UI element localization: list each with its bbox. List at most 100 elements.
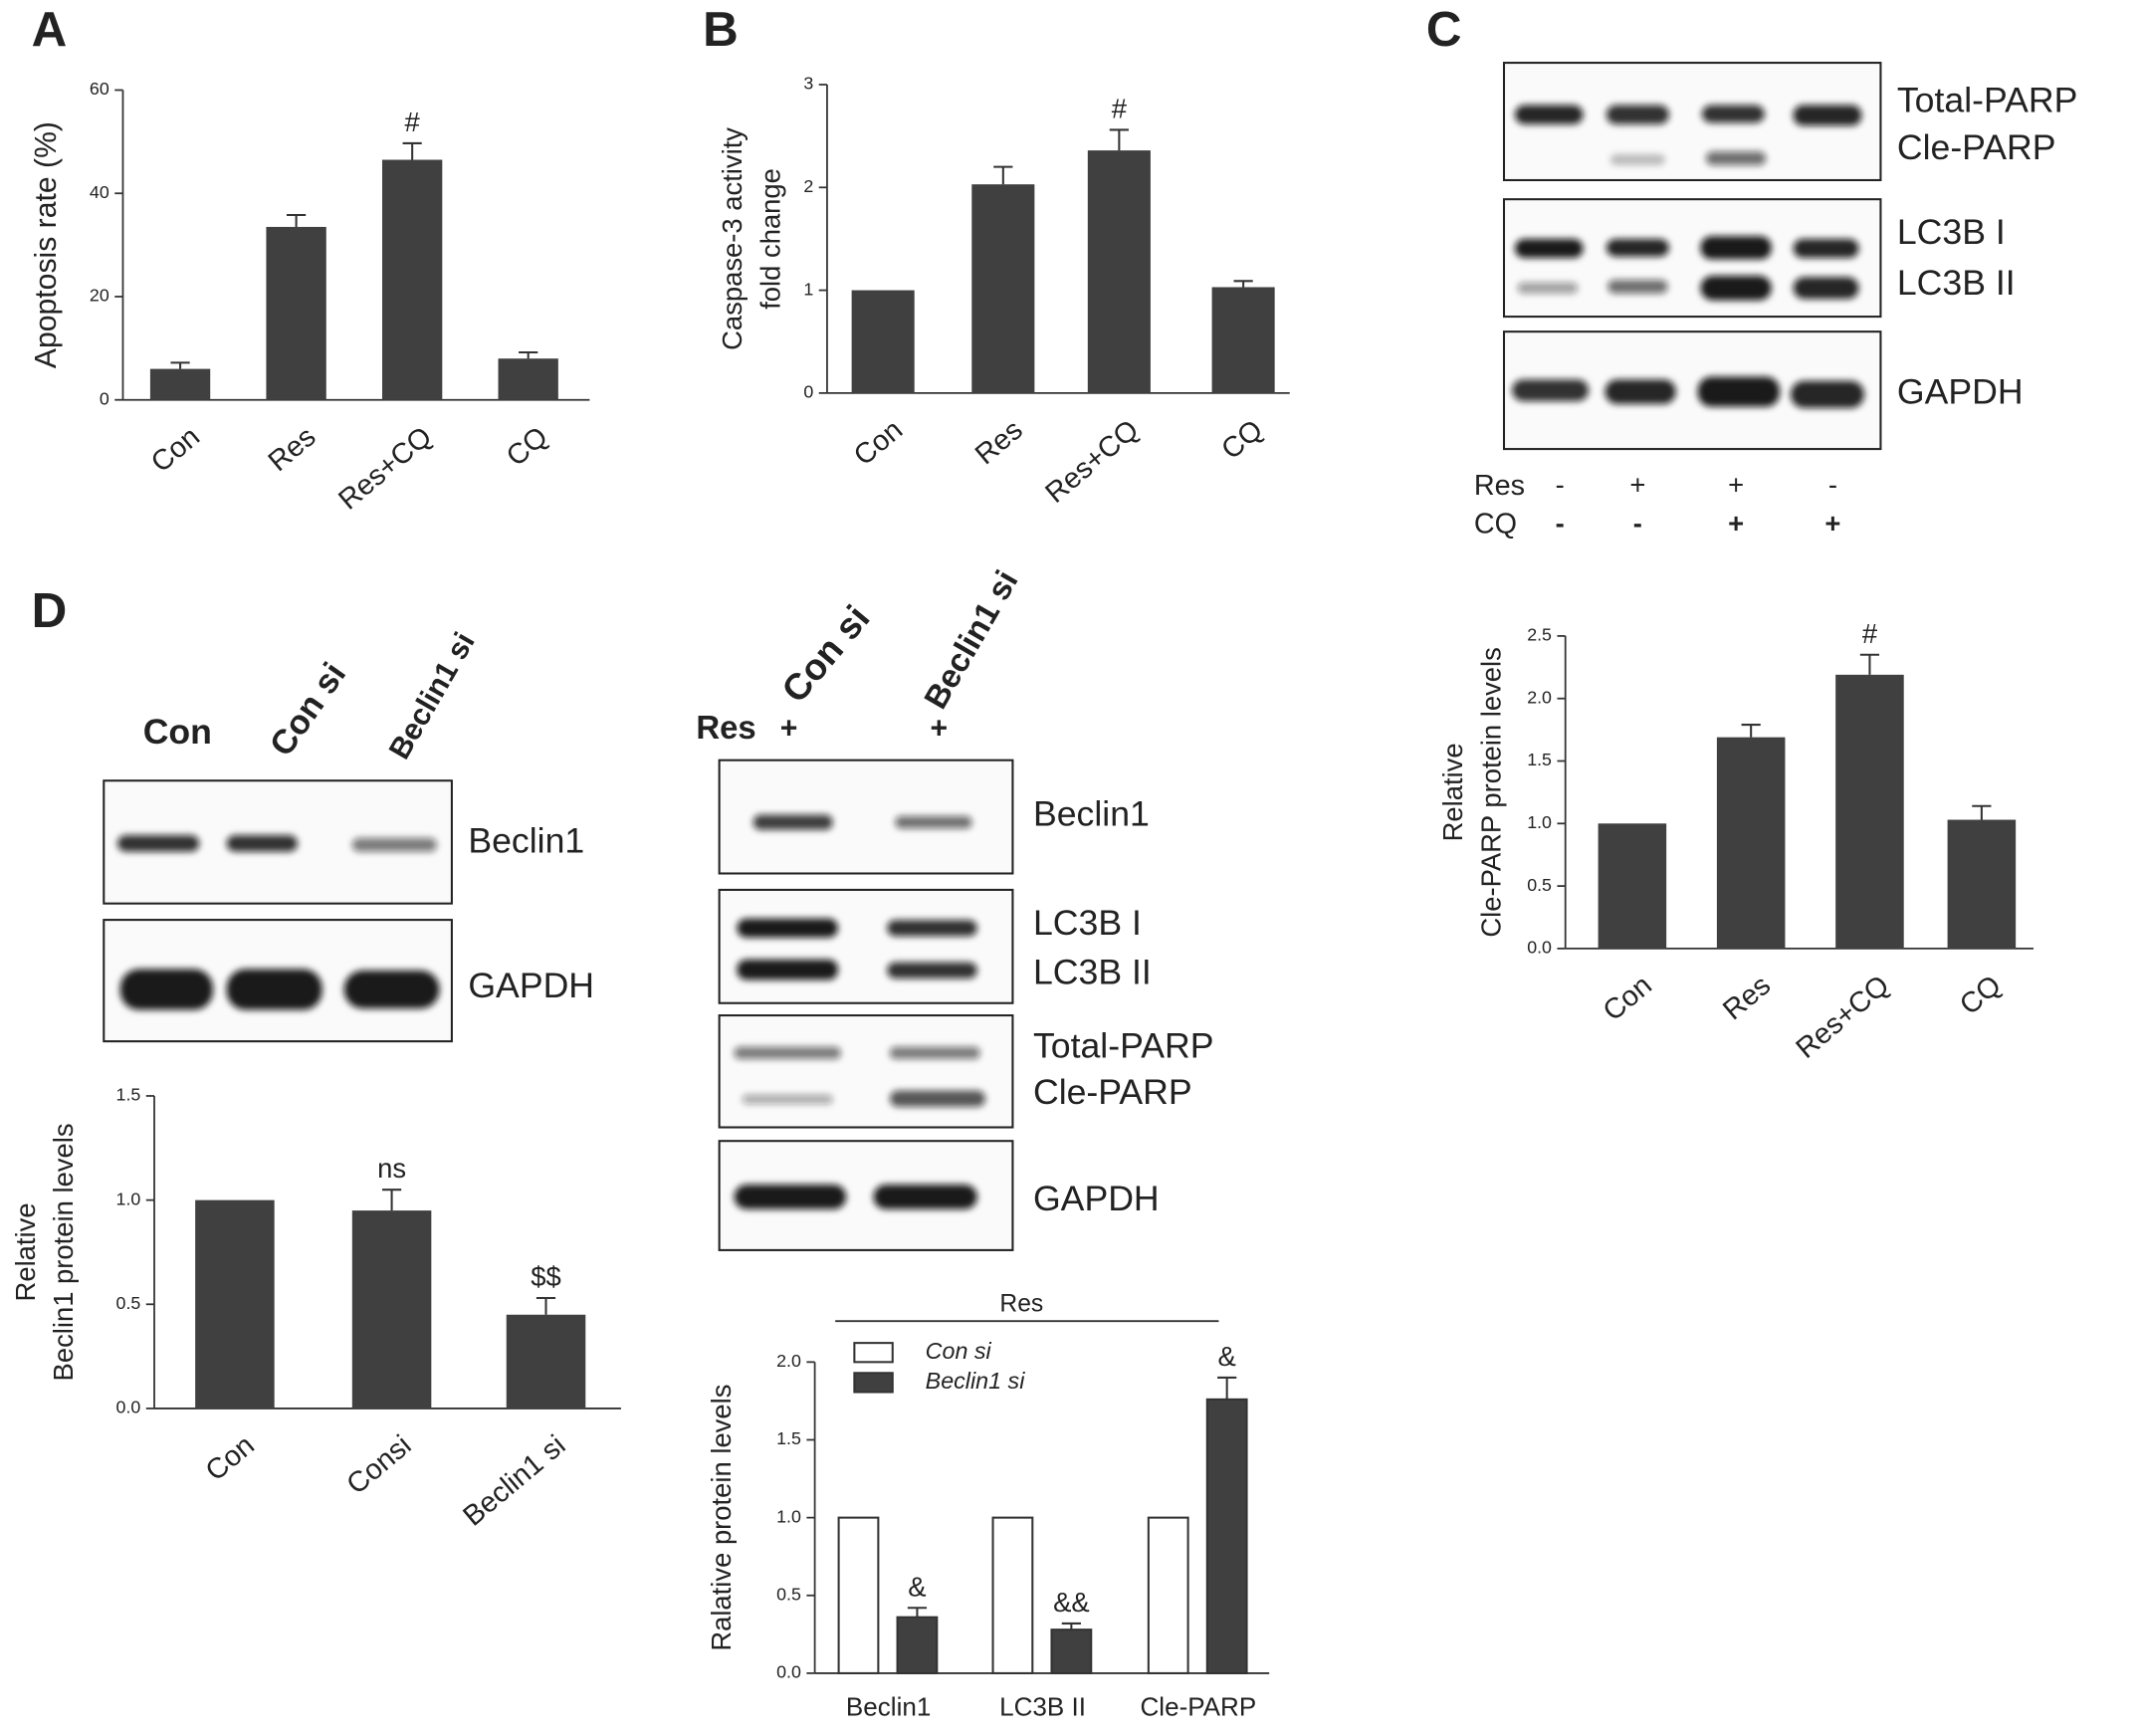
x-tick-label: Res+CQ — [1791, 970, 1896, 1065]
lane-label: Beclin1 si — [383, 627, 482, 764]
legend-label: Beclin1 si — [926, 1368, 1026, 1394]
y-tick-label: 1.0 — [1527, 812, 1552, 832]
treatment-mark: - — [1556, 470, 1565, 501]
band-label: Total-PARP — [1897, 80, 2077, 119]
x-tick-label: Con — [848, 414, 909, 472]
y-axis-label: Beclin1 protein levels — [48, 1123, 79, 1381]
annotation: # — [1112, 94, 1128, 124]
panel-label: C — [1426, 2, 1462, 57]
x-tick-label: Res+CQ — [332, 421, 438, 517]
y-tick-label: 0.0 — [776, 1662, 801, 1682]
treatment-mark: + — [1728, 470, 1744, 501]
y-axis-label: Cle-PARP protein levels — [1475, 647, 1506, 937]
y-tick-label: 1.5 — [116, 1085, 141, 1105]
bar — [1087, 150, 1151, 393]
band-label: LC3B I — [1897, 212, 2006, 252]
annotation: & — [908, 1571, 926, 1602]
y-tick-label: 0 — [100, 388, 109, 408]
annotation: # — [405, 107, 421, 137]
bar — [851, 290, 915, 393]
bar — [1716, 737, 1786, 949]
y-tick-label: 2.5 — [1527, 625, 1552, 645]
x-tick-label: Res+CQ — [1039, 414, 1145, 510]
bar — [1835, 674, 1904, 949]
bar — [1598, 823, 1667, 949]
band-label: LC3B II — [1897, 263, 2016, 303]
panel-label: A — [32, 2, 68, 57]
bar — [266, 226, 326, 400]
legend-swatch — [853, 1372, 894, 1394]
lane-label: Con — [143, 712, 212, 752]
band-label: LC3B I — [1033, 903, 1142, 943]
chart-header: Res — [999, 1290, 1043, 1317]
x-tick-label: CQ — [1954, 970, 2008, 1021]
x-tick-label: Res — [263, 421, 322, 478]
treatment-mark: - — [1633, 508, 1642, 539]
annotation: ns — [377, 1153, 406, 1184]
annotation: # — [1862, 618, 1878, 649]
treatment-name: Res — [1474, 470, 1525, 502]
y-tick-label: 1.0 — [116, 1189, 141, 1208]
x-tick-label: Cle-PARP — [1140, 1691, 1256, 1721]
x-tick-label: Res — [969, 414, 1029, 471]
x-tick-label: Consi — [340, 1429, 417, 1501]
y-axis-label: Relative — [1437, 743, 1468, 841]
y-tick-label: 1.5 — [1527, 750, 1552, 769]
lane-label: Con si — [263, 656, 353, 763]
treatment-name: Res — [696, 709, 755, 746]
treatment-mark: + — [1629, 470, 1645, 501]
bar — [1205, 1398, 1248, 1674]
bar — [1211, 287, 1275, 393]
annotation: & — [1218, 1341, 1236, 1372]
y-tick-label: 1.5 — [776, 1428, 801, 1448]
lane-label: Con si — [773, 597, 878, 711]
y-tick-label: 60 — [90, 79, 109, 99]
treatment-name: CQ — [1474, 508, 1517, 540]
bar — [506, 1314, 586, 1409]
band-label: Cle-PARP — [1033, 1072, 1192, 1112]
y-tick-label: 0.5 — [116, 1293, 141, 1313]
y-axis-label: Relative — [10, 1202, 41, 1301]
x-tick-label: CQ — [1215, 414, 1269, 466]
panel-label: D — [32, 583, 68, 638]
bar — [1050, 1628, 1093, 1674]
bands — [116, 105, 1864, 1209]
band-label: GAPDH — [1033, 1179, 1160, 1218]
lane-label: Beclin1 si — [917, 564, 1025, 716]
y-tick-label: 1.0 — [776, 1506, 801, 1526]
legend-label: Con si — [926, 1338, 992, 1364]
x-tick-label: Con — [200, 1429, 261, 1487]
treatment-mark: - — [1828, 470, 1837, 501]
bar — [896, 1616, 939, 1674]
x-tick-label: Con — [145, 421, 206, 479]
bar — [351, 1210, 432, 1409]
x-tick-label: Con — [1598, 970, 1658, 1027]
band-label: Beclin1 — [1033, 793, 1150, 833]
blot-box — [718, 1014, 1014, 1129]
y-axis-label: Ralative protein levels — [706, 1385, 737, 1651]
y-tick-label: 0.0 — [1527, 938, 1552, 958]
bar — [1947, 819, 2017, 949]
y-tick-label: 2.0 — [776, 1351, 801, 1371]
y-tick-label: 20 — [90, 286, 109, 306]
y-tick-label: 0.0 — [116, 1398, 141, 1417]
band-label: LC3B II — [1033, 952, 1152, 991]
y-tick-label: 40 — [90, 182, 109, 202]
y-axis-label: Apoptosis rate (%) — [30, 121, 63, 368]
bar — [381, 159, 443, 400]
y-tick-label: 0.5 — [1527, 875, 1552, 895]
bar — [837, 1516, 880, 1674]
band-label: GAPDH — [468, 966, 594, 1005]
bar — [971, 184, 1035, 393]
annotation: $$ — [531, 1261, 560, 1292]
y-tick-label: 2.0 — [1527, 687, 1552, 707]
y-tick-label: 1 — [803, 279, 813, 299]
x-tick-label: LC3B II — [999, 1691, 1086, 1721]
y-tick-label: 0.5 — [776, 1584, 801, 1604]
annotation: && — [1053, 1587, 1090, 1618]
treatment-mark: + — [1824, 508, 1840, 539]
band-label: Cle-PARP — [1897, 127, 2056, 167]
y-axis-label: fold change — [754, 168, 785, 310]
